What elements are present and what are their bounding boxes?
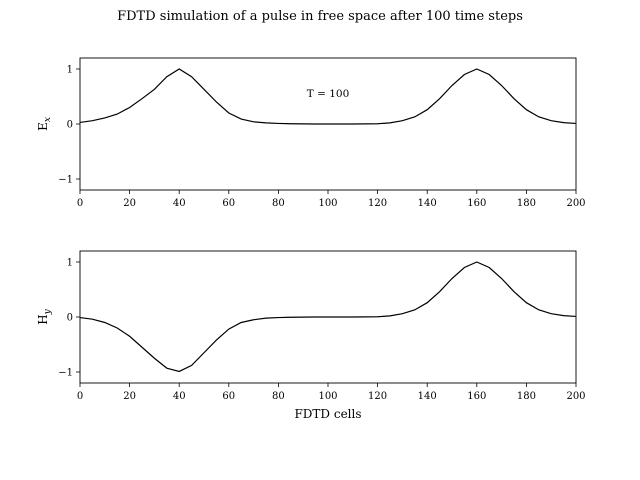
hy-xtick-label: 180	[517, 391, 536, 402]
ex-xtick-label: 120	[368, 198, 387, 209]
ex-xtick-label: 160	[467, 198, 486, 209]
ex-xtick-label: 0	[77, 198, 83, 209]
figure-title: FDTD simulation of a pulse in free space…	[117, 9, 523, 24]
hy-xtick-label: 100	[318, 391, 337, 402]
ex-xtick-label: 80	[272, 198, 285, 209]
ex-xtick-label: 40	[173, 198, 186, 209]
hy-xtick-label: 40	[173, 391, 186, 402]
ex-series-line	[79, 68, 577, 125]
ex-ytick-label: −1	[58, 175, 73, 186]
ex-xtick-label: 100	[318, 198, 337, 209]
ex-ytick-label: 1	[67, 65, 73, 76]
ex-xtick-label: 180	[517, 198, 536, 209]
hy-xtick-label: 0	[77, 391, 83, 402]
hy-ytick-label: −1	[58, 368, 73, 379]
hy-xtick-label: 160	[467, 391, 486, 402]
hy-xtick-label: 60	[222, 391, 235, 402]
hy-series-line	[79, 261, 577, 373]
panel-hy: 0 20 40 60 80 100 120 140 160 180 200 −1 0 1 Hy FDTD ce…	[36, 250, 586, 421]
hy-xtick-label: 140	[418, 391, 437, 402]
ex-ylabel: Ex	[36, 117, 53, 131]
ex-annotation: T = 100	[307, 88, 350, 100]
ex-xtick-label: 60	[222, 198, 235, 209]
panel-ex: 0 20 40 60 80 100 120 140 160 180 200 −1 0 1 Ex T = 100	[36, 57, 586, 209]
ex-xtick-label: 200	[566, 198, 585, 209]
hy-xtick-label: 80	[272, 391, 285, 402]
hy-xtick-label: 120	[368, 391, 387, 402]
hy-xtick-label: 20	[123, 391, 136, 402]
ex-ytick-label: 0	[67, 120, 73, 131]
hy-ytick-label: 1	[67, 258, 73, 269]
ex-xtick-label: 20	[123, 198, 136, 209]
hy-xtick-label: 200	[566, 391, 585, 402]
hy-ylabel: Hy	[36, 308, 53, 324]
hy-xlabel: FDTD cells	[294, 407, 361, 421]
ex-xtick-label: 140	[418, 198, 437, 209]
hy-ytick-label: 0	[67, 313, 73, 324]
